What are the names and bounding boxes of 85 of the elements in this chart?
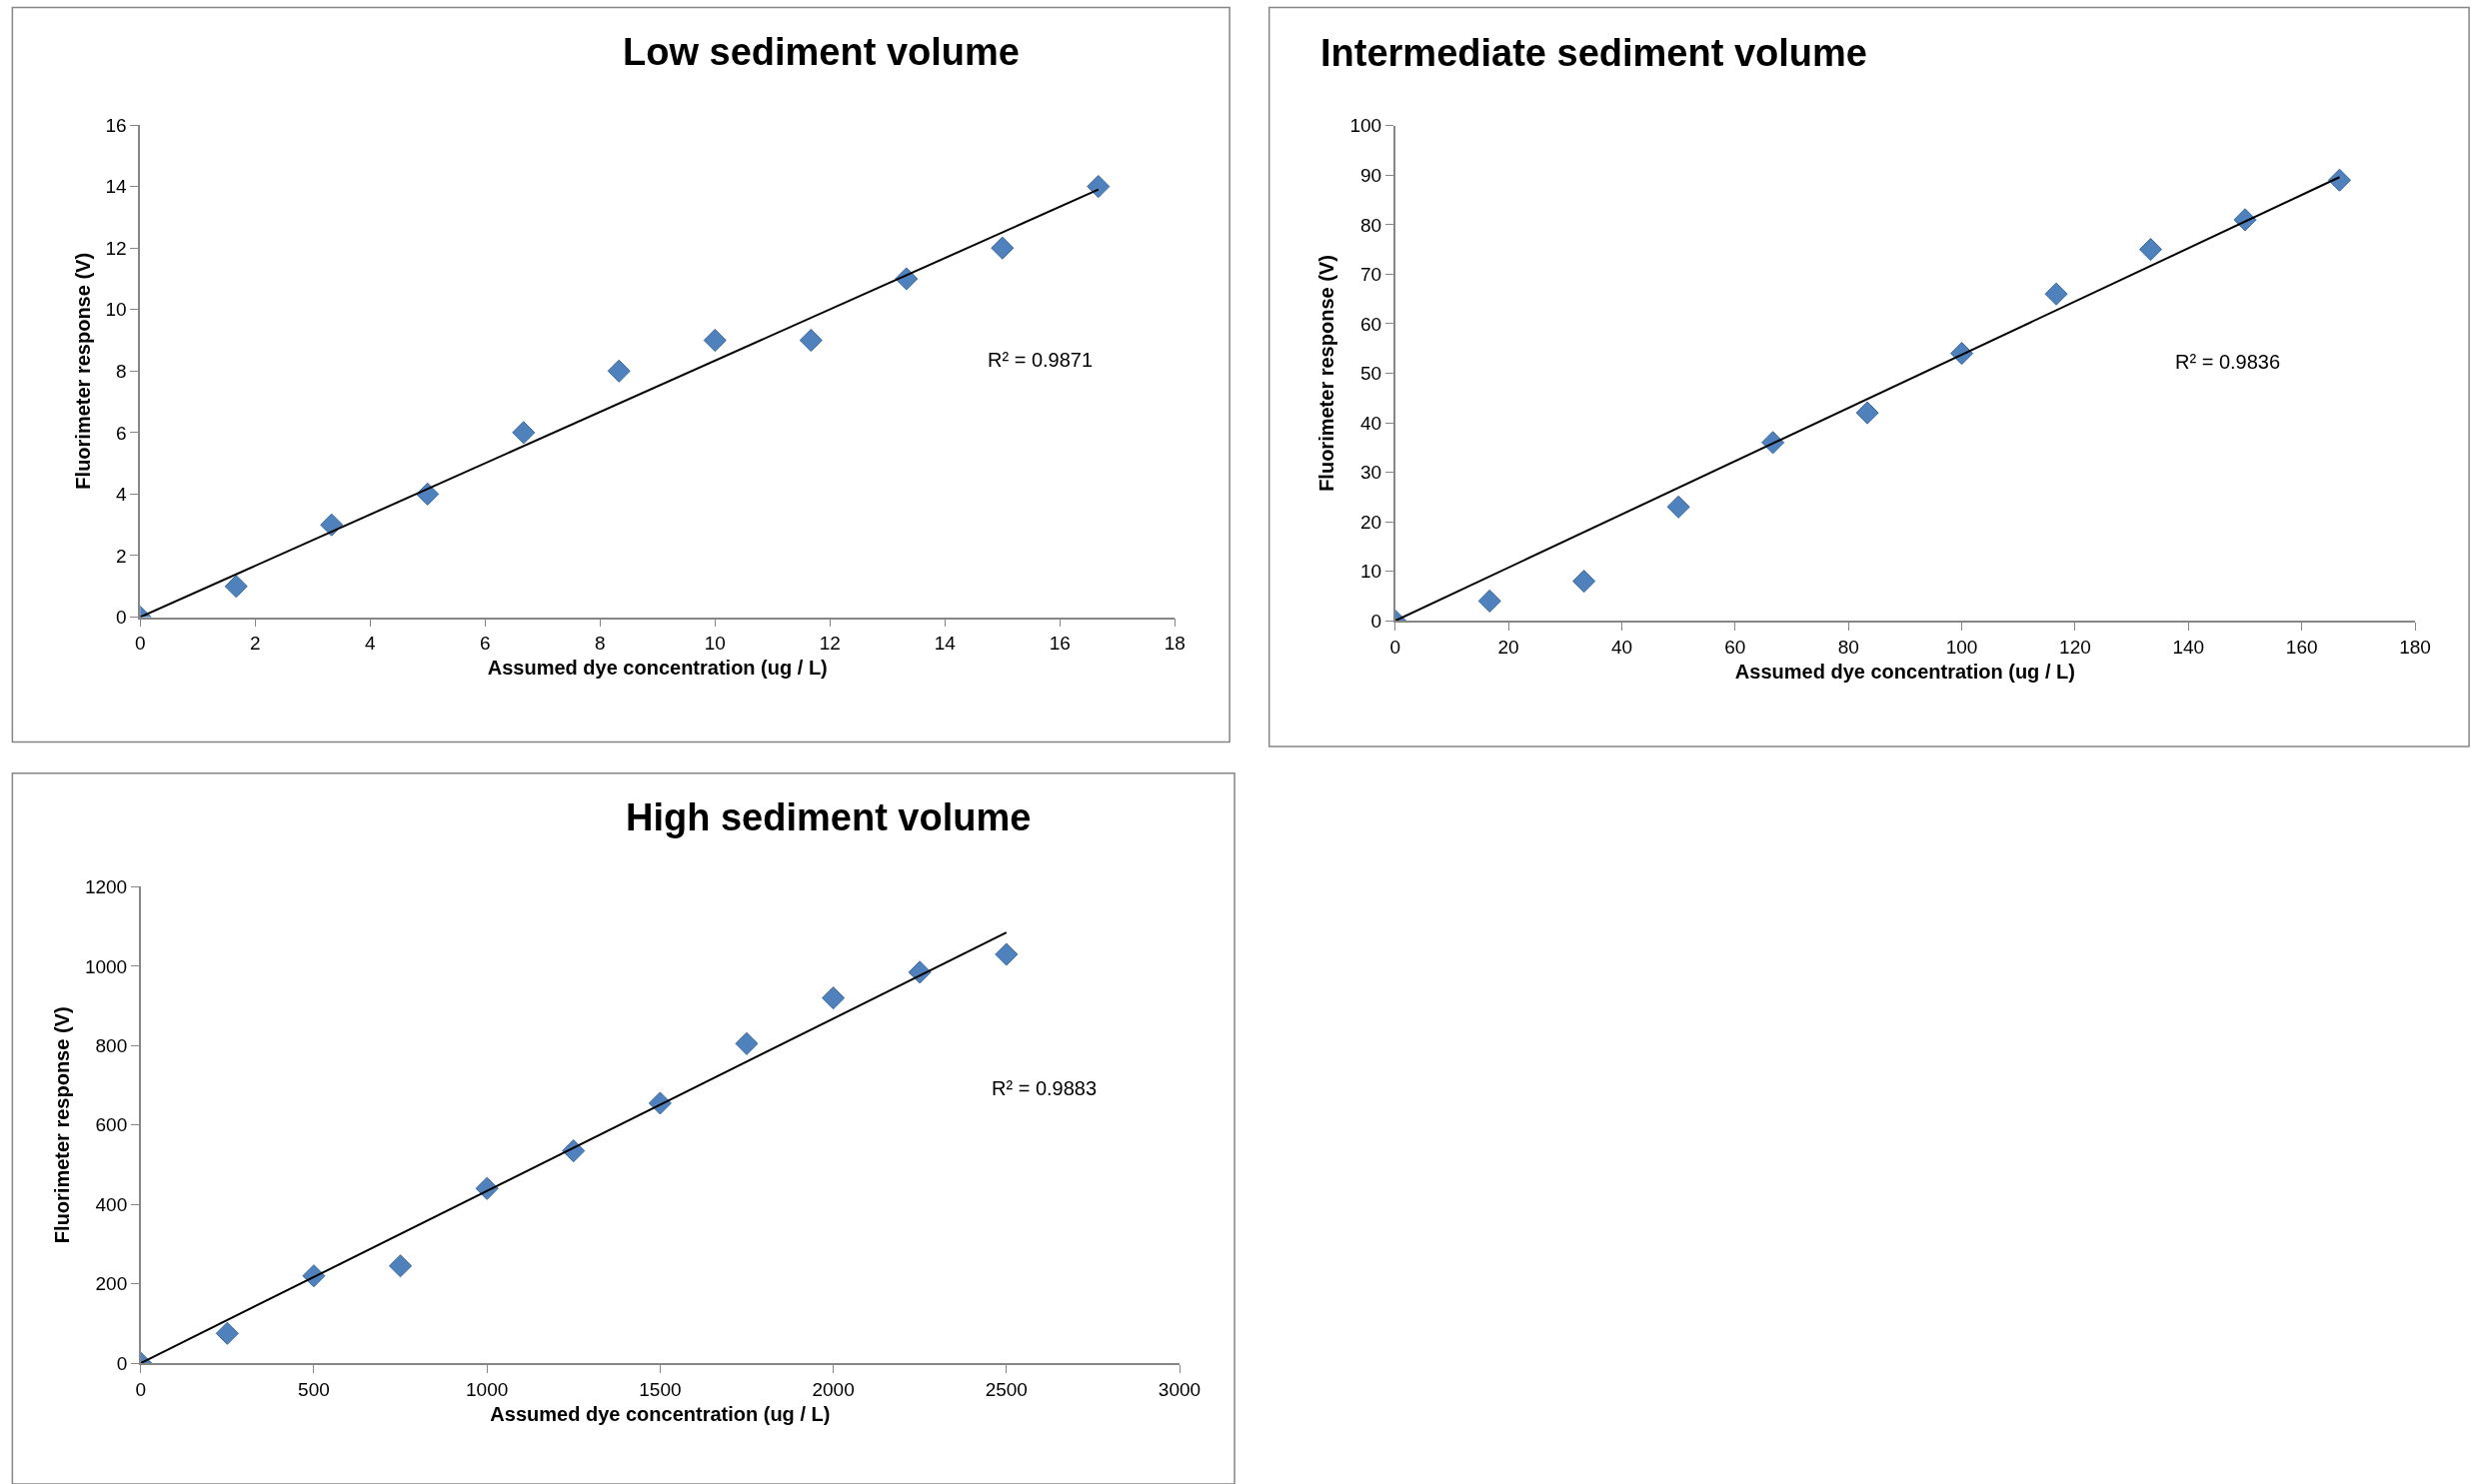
chart-title: High sediment volume — [626, 796, 1032, 838]
y-tick-label: 2 — [116, 545, 127, 567]
point — [735, 1031, 759, 1055]
y-tick-label: 90 — [1360, 164, 1382, 186]
y-tick-label: 1000 — [84, 955, 128, 977]
x-tick-label: 180 — [2399, 636, 2431, 658]
x-tick-label: 8 — [594, 633, 606, 655]
point — [2327, 168, 2352, 192]
y-tick-label: 30 — [1360, 462, 1382, 484]
x-tick-label: 0 — [134, 633, 146, 655]
y-tick-label: 800 — [95, 1035, 128, 1057]
y-tick-label: 0 — [116, 1352, 128, 1374]
y-tick-label: 20 — [1360, 511, 1382, 533]
x-tick-label: 12 — [819, 633, 841, 655]
x-tick-label: 18 — [1164, 633, 1186, 655]
y-tick-label: 10 — [1360, 561, 1382, 583]
point — [1087, 175, 1111, 199]
y-tick-label: 12 — [105, 237, 127, 259]
y-axis-title: Fluorimeter response (V) — [1315, 255, 1338, 492]
x-tick-label: 0 — [1389, 636, 1400, 658]
y-tick-label: 6 — [116, 422, 127, 444]
x-tick-label: 1500 — [639, 1378, 682, 1400]
y-tick-label: 0 — [1370, 610, 1382, 632]
y-tick-label: 80 — [1360, 214, 1382, 236]
x-axis-title: Assumed dye concentration (ug / L) — [487, 657, 828, 680]
y-tick-label: 1200 — [84, 876, 128, 898]
x-tick-label: 40 — [1610, 636, 1633, 658]
annotation: R² = 0.9871 — [988, 349, 1094, 371]
point — [991, 236, 1015, 260]
x-tick-label: 0 — [135, 1378, 147, 1400]
x-axis-title: Assumed dye concentration (ug / L) — [490, 1402, 831, 1425]
x-tick-label: 60 — [1724, 636, 1746, 658]
y-tick-label: 70 — [1360, 264, 1382, 286]
y-tick-label: 10 — [105, 299, 127, 321]
y-tick-label: 600 — [95, 1114, 128, 1136]
point — [822, 986, 846, 1010]
x-tick-label: 160 — [2285, 636, 2318, 658]
point — [995, 942, 1019, 966]
annotation: R² = 0.9883 — [992, 1077, 1098, 1099]
x-tick-label: 80 — [1837, 636, 1859, 658]
y-axis-title: Fluorimeter response (V) — [71, 252, 94, 490]
y-tick-label: 400 — [95, 1193, 128, 1215]
y-tick-label: 4 — [116, 484, 128, 506]
y-tick-label: 40 — [1360, 412, 1382, 434]
y-tick-label: 8 — [116, 360, 127, 382]
x-tick-label: 100 — [1945, 636, 1978, 658]
point — [389, 1254, 413, 1278]
x-tick-label: 4 — [364, 633, 376, 655]
x-tick-label: 140 — [2172, 636, 2205, 658]
y-tick-label: 100 — [1349, 115, 1382, 137]
y-axis-title: Fluorimeter response (V) — [50, 1006, 73, 1244]
x-tick-label: 1000 — [466, 1378, 509, 1400]
x-tick-label: 10 — [704, 633, 726, 655]
point — [1855, 401, 1879, 425]
x-tick-label: 6 — [479, 633, 491, 655]
point — [1666, 495, 1690, 519]
x-tick-label: 14 — [934, 633, 957, 655]
y-tick-label: 200 — [95, 1273, 128, 1295]
point — [799, 328, 823, 353]
x-tick-label: 2000 — [812, 1378, 855, 1400]
point — [2138, 238, 2163, 262]
chart-title: Intermediate sediment volume — [1320, 32, 1867, 74]
x-tick-label: 3000 — [1158, 1378, 1202, 1400]
point — [215, 1321, 239, 1345]
y-tick-label: 16 — [105, 114, 127, 136]
y-tick-label: 0 — [116, 607, 127, 629]
point — [1477, 589, 1501, 613]
x-tick-label: 20 — [1497, 636, 1519, 658]
annotation: R² = 0.9836 — [2175, 351, 2281, 373]
x-tick-label: 120 — [2059, 636, 2091, 658]
x-tick-label: 2500 — [985, 1378, 1028, 1400]
x-tick-label: 2 — [249, 633, 261, 655]
point — [2044, 282, 2068, 306]
point — [1572, 570, 1596, 594]
y-tick-label: 60 — [1360, 313, 1382, 335]
chart-title: Low sediment volume — [623, 31, 1020, 73]
point — [224, 575, 248, 599]
x-axis-title: Assumed dye concentration (ug / L) — [1734, 660, 2075, 683]
y-tick-label: 14 — [105, 176, 128, 198]
point — [512, 421, 536, 445]
x-tick-label: 500 — [298, 1378, 330, 1400]
point — [703, 328, 727, 353]
y-tick-label: 50 — [1360, 363, 1382, 385]
x-tick-label: 16 — [1049, 633, 1071, 655]
point — [607, 359, 631, 383]
